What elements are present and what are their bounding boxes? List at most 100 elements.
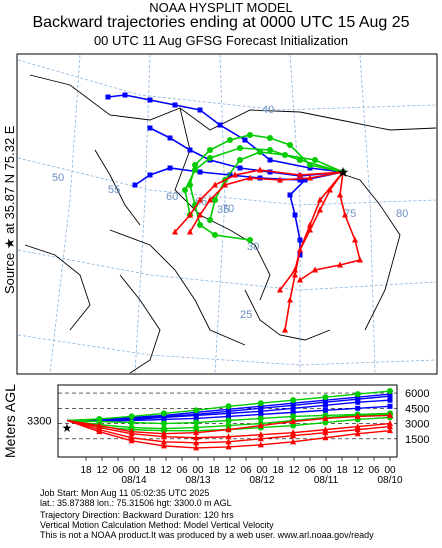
trajectory-marker bbox=[355, 399, 361, 405]
trajectory-marker bbox=[225, 403, 232, 410]
trajectory-marker bbox=[357, 256, 363, 263]
trajectory-marker bbox=[257, 149, 263, 155]
trajectory-marker bbox=[317, 206, 323, 213]
trajectory-marker bbox=[192, 167, 198, 173]
trajectory-marker bbox=[354, 423, 361, 430]
time-date-label: 08/14 bbox=[121, 475, 146, 486]
time-date-label: 08/12 bbox=[249, 475, 274, 486]
trajectory-marker bbox=[352, 236, 358, 243]
map-trajectory-line bbox=[299, 171, 361, 281]
time-hour-label: 18 bbox=[208, 465, 220, 476]
trajectory-marker bbox=[267, 147, 273, 153]
latitude-label: 40 bbox=[262, 104, 274, 116]
trajectory-marker bbox=[167, 165, 173, 171]
trajectory-marker bbox=[322, 429, 329, 436]
time-hour-label: 06 bbox=[368, 465, 380, 476]
trajectory-marker bbox=[387, 388, 393, 395]
coastline bbox=[29, 74, 437, 131]
trajectory-marker bbox=[292, 266, 298, 273]
time-date-label: 08/10 bbox=[377, 475, 402, 486]
time-hour-label: 00 bbox=[384, 465, 396, 476]
trajectory-marker bbox=[227, 172, 233, 178]
trajectory-marker bbox=[187, 211, 193, 218]
trajectory-marker bbox=[287, 142, 293, 148]
trajectory-marker bbox=[182, 187, 188, 193]
map-trajectories bbox=[105, 92, 363, 333]
time-hour-label: 12 bbox=[160, 465, 172, 476]
trajectory-marker bbox=[257, 166, 263, 173]
trajectory-marker bbox=[297, 237, 303, 243]
trajectory-marker bbox=[290, 432, 297, 439]
trajectory-marker bbox=[258, 405, 264, 411]
trajectory-marker bbox=[342, 211, 348, 218]
time-hour-label: 18 bbox=[272, 465, 284, 476]
trajectory-marker bbox=[128, 413, 135, 420]
trajectory-marker bbox=[207, 217, 213, 223]
trajectory-marker bbox=[197, 107, 203, 113]
graticule-line bbox=[17, 59, 437, 111]
graticule-line bbox=[289, 54, 301, 373]
graticule-line bbox=[17, 334, 437, 366]
footer-direction: Trajectory Direction: Backward Duration:… bbox=[40, 510, 234, 520]
time-hour-label: 06 bbox=[304, 465, 316, 476]
trajectory-marker bbox=[290, 405, 296, 411]
trajectory-marker bbox=[322, 399, 328, 405]
trajectory-marker bbox=[322, 426, 329, 433]
trajectory-marker bbox=[282, 152, 288, 158]
trajectory-marker bbox=[225, 433, 232, 440]
longitude-label: 80 bbox=[396, 208, 408, 220]
trajectory-marker bbox=[312, 266, 318, 273]
trajectory-marker bbox=[161, 416, 167, 422]
trajectory-marker bbox=[160, 433, 167, 440]
time-hour-label: 18 bbox=[80, 465, 92, 476]
trajectory-marker bbox=[192, 162, 198, 168]
trajectory-marker bbox=[212, 232, 218, 238]
trajectory-marker bbox=[193, 412, 199, 418]
time-hour-label: 06 bbox=[240, 465, 252, 476]
footer-disclaimer: This is not a NOAA product.It was produc… bbox=[40, 530, 374, 540]
coastline bbox=[94, 149, 141, 226]
footer: Job Start: Mon Aug 11 05:02:35 UTC 2025 … bbox=[0, 488, 442, 548]
graticule-line bbox=[359, 54, 376, 374]
graticule-line bbox=[49, 54, 81, 374]
graticule-line bbox=[214, 54, 226, 374]
trajectory-marker bbox=[225, 443, 232, 450]
trajectory-marker bbox=[122, 92, 128, 98]
time-hour-label: 12 bbox=[96, 465, 108, 476]
trajectory-marker bbox=[257, 435, 264, 442]
trajectory-marker bbox=[307, 226, 313, 233]
height-tick-labels: 6000 4500 3000 1500 3300 bbox=[27, 388, 429, 446]
trajectory-marker bbox=[187, 147, 193, 153]
height-tick-label: 6000 bbox=[405, 388, 429, 400]
height-tick-label: 4500 bbox=[405, 403, 429, 415]
chart-title: Backward trajectories ending at 0000 UTC… bbox=[32, 14, 410, 31]
coastline bbox=[329, 169, 401, 331]
trajectory-marker bbox=[322, 394, 329, 401]
coastline bbox=[244, 289, 331, 341]
longitude-label: 60 bbox=[166, 191, 178, 203]
time-date-label: 08/13 bbox=[185, 475, 210, 486]
trajectory-marker bbox=[287, 192, 293, 198]
trajectory-marker bbox=[387, 420, 393, 427]
trajectory-marker bbox=[247, 237, 253, 243]
time-hour-label: 00 bbox=[128, 465, 140, 476]
height-tick-label: 3300 bbox=[27, 415, 51, 427]
trajectory-marker bbox=[257, 431, 264, 438]
trajectory-marker bbox=[355, 405, 361, 411]
model-title: NOAA HYSPLIT MODEL bbox=[149, 0, 293, 15]
trajectory-marker bbox=[258, 408, 264, 414]
trajectory-marker bbox=[312, 157, 318, 163]
coastline bbox=[109, 229, 246, 346]
trajectory-marker bbox=[172, 102, 178, 108]
latitude-label: 35 bbox=[217, 204, 229, 216]
trajectory-marker bbox=[197, 222, 203, 228]
time-hour-label: 18 bbox=[144, 465, 156, 476]
trajectory-marker bbox=[297, 252, 303, 258]
trajectory-marker bbox=[354, 426, 361, 433]
trajectory-marker bbox=[232, 171, 238, 178]
trajectory-marker bbox=[277, 286, 283, 293]
time-hour-label: 06 bbox=[176, 465, 188, 476]
trajectory-marker bbox=[322, 402, 328, 408]
